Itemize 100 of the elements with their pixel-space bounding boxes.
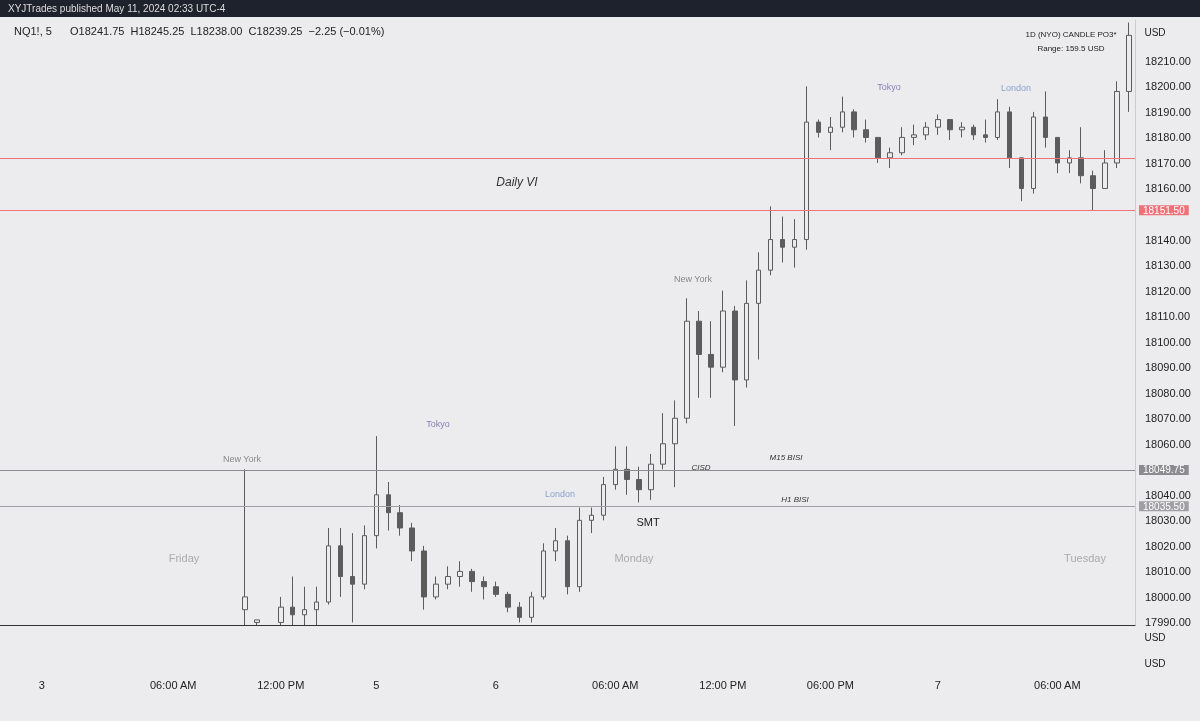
y-tick-label: 18010.00 [1145,565,1191,578]
annotation: H1 BISI [781,494,810,504]
candlestick [433,576,439,600]
candlestick [338,527,343,598]
candlestick [624,445,630,496]
candlestick [541,542,546,600]
annotation: Range: 159.5 USD [1037,43,1105,53]
y-tick-label: 18130.00 [1145,259,1191,272]
chart-title: NQ1!, 5 [14,24,52,37]
candlestick [1019,157,1024,202]
y-tick-label: 18170.00 [1145,156,1191,169]
ref-line-label: 18035.50 [1143,500,1186,512]
y-tick-label: 18070.00 [1145,412,1191,425]
annotation: Tuesday [1064,552,1107,564]
candlestick [517,601,522,623]
annotation: Tokyo [877,82,901,92]
candlestick [1067,149,1072,174]
annotation: London [544,489,576,499]
candlestick [553,527,558,562]
annotation: New York [222,454,262,464]
candlestick [481,576,487,600]
candlestick [840,96,845,133]
y-tick-label: 18190.00 [1145,105,1191,118]
candlestick [242,468,248,626]
candlestick [290,576,295,626]
candlestick [409,522,415,562]
candlestick [374,435,379,549]
candlestick [1007,106,1012,169]
candlestick [935,113,941,136]
candlestick [1090,170,1096,211]
y-tick-label: 18120.00 [1145,284,1191,297]
candlestick [314,586,319,626]
annotation: M15 BISI [769,452,804,462]
candlestick [756,251,761,361]
candlestick [326,527,331,606]
candlestick [995,98,1000,141]
candlestick [421,545,427,611]
annotation: CISD [691,462,711,472]
candlestick [696,310,702,399]
candlestick [732,305,738,427]
candlestick [1114,80,1120,169]
candlestick [923,121,929,141]
candlestick [350,532,355,623]
candlestick [947,119,953,141]
y-tick-label: 18160.00 [1145,182,1191,195]
y-tick-label: 18200.00 [1145,80,1191,93]
y-tick-label: 18180.00 [1145,131,1191,144]
text: USD [1144,657,1166,669]
candlestick [672,399,678,488]
x-tick-label: 6 [492,678,499,691]
candlestick [660,412,666,470]
x-tick-label: 06:00 AM [592,678,639,691]
candlestick [469,568,475,593]
x-tick-label: 06:00 AM [1034,678,1081,691]
candlestick [529,591,534,623]
candlestick [828,116,833,151]
y-tick-label: 18080.00 [1145,386,1191,399]
candlestick [959,121,965,138]
y-tick-label: 18030.00 [1145,514,1191,527]
text: XYJTrades published May 11, 2024 02:33 UTC-4 [8,2,226,14]
candlestick [744,279,749,389]
candlestick [1126,22,1132,113]
candlestick [278,596,284,626]
candlestick [720,290,726,373]
candlestick [445,565,451,590]
candlestick [302,586,307,626]
y-tick-label: 18000.00 [1145,590,1191,603]
candlestick [493,581,499,598]
annotation: 1D (NYO) CANDLE PO3* [1025,29,1117,39]
x-tick-label: 12:00 PM [699,678,747,691]
ref-line-label: 18049.75 [1143,464,1186,476]
candlestick [899,126,905,156]
candlestick [636,466,642,503]
candlestick [254,619,260,626]
candlestick [804,85,809,251]
y-tick-label: 18140.00 [1145,233,1191,246]
annotation: Daily VI [496,175,539,189]
y-tick-label: 17990.00 [1145,616,1191,629]
y-tick-label: 18060.00 [1145,437,1191,450]
candlestick [983,119,988,144]
text: USD [1144,631,1166,643]
candlestick [505,591,511,613]
y-tick-label: 18210.00 [1145,54,1191,67]
y-tick-label: 18090.00 [1145,361,1191,374]
annotation: Monday [614,552,655,564]
x-tick-label: 06:00 PM [806,678,854,691]
chart-subtitle: O18241.75 H18245.25 L18238.00 C18239.25 −2.25 (−0.01%) [70,24,385,37]
annotation: London [1000,83,1032,93]
candlestick [362,524,367,590]
x-tick-label: 12:00 PM [257,678,305,691]
x-tick-label: 3 [38,678,45,691]
y-tick-label: 18100.00 [1145,335,1191,348]
x-tick-label: 5 [373,678,380,691]
candlestick [708,320,714,399]
candlestick [816,119,821,138]
annotation: New York [673,274,713,284]
candlestick [792,218,797,269]
candlestick [648,453,654,501]
candlestick [601,476,606,521]
candlestick [1055,136,1060,174]
